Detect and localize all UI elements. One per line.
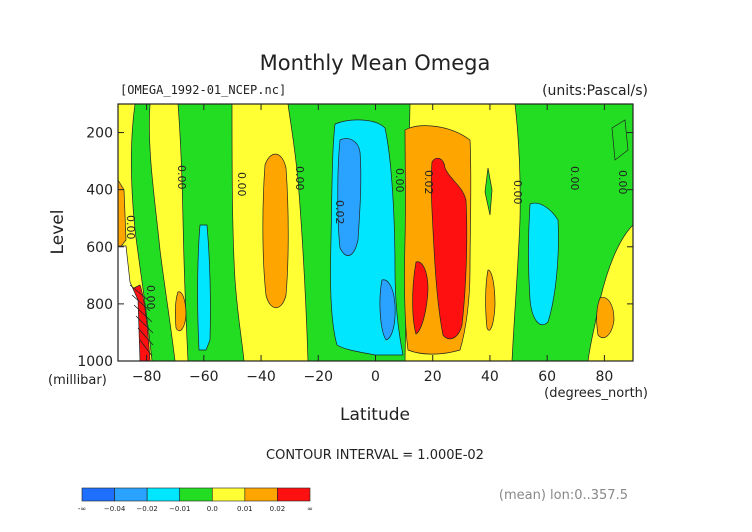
colorbar-swatch (146, 487, 181, 502)
region-red-a (430, 157, 468, 340)
units-label: (units:Pascal/s) (542, 83, 648, 99)
region-orange-e (596, 297, 615, 339)
mean-note: (mean) lon:0..357.5 (499, 488, 628, 503)
x-tick-label: 60 (538, 369, 556, 385)
region-green-spot-b (611, 119, 629, 161)
contour-label: 0.00 (235, 172, 248, 197)
colorbar-label: ∞ (307, 505, 313, 513)
x-tick-label: 0 (371, 369, 380, 385)
x-tick-label: −40 (246, 369, 276, 385)
region-red-b (412, 261, 429, 335)
contour-label: 0.00 (175, 165, 188, 190)
region-green-spot-a (484, 167, 493, 216)
x-tick-label: 20 (424, 369, 442, 385)
colorbar: -∞ −0.04 −0.02 −0.01 0.0 0.01 0.02 ∞ (78, 487, 313, 513)
x-unit-label: (degrees_north) (544, 386, 648, 401)
x-tick-label: 40 (481, 369, 499, 385)
contour-label: 0.00 (293, 166, 306, 191)
x-tick-label: −60 (189, 369, 219, 385)
contour-label: 0.02 (333, 200, 346, 225)
contour-interval-label: CONTOUR INTERVAL = 1.000E-02 (266, 448, 484, 463)
x-tick-label: −80 (132, 369, 162, 385)
y-tick-label: 800 (86, 297, 113, 313)
colorbar-swatch (81, 487, 115, 502)
contour-label: 0.00 (568, 166, 581, 191)
contour-label: 0.00 (124, 215, 137, 240)
contour-label: 0.00 (144, 285, 157, 310)
contour-labels: 0.00 0.00 0.00 0.00 0.00 0.00 0.00 0.00 … (124, 165, 629, 310)
region-orange-c (175, 291, 187, 332)
x-tick-label: −20 (304, 369, 334, 385)
region-cyan-a (197, 224, 211, 351)
colorbar-label: -∞ (78, 505, 86, 513)
colorbar-label: 0.01 (237, 505, 253, 513)
colorbar-swatch (114, 487, 148, 502)
y-tick-label: 400 (86, 183, 113, 199)
y-tick-label: 600 (86, 240, 113, 256)
contour-label: 0.00 (393, 168, 406, 193)
y-axis-label: Level (48, 210, 68, 255)
hatching (129, 284, 154, 357)
contour-label: 0.00 (511, 180, 524, 205)
file-label: [OMEGA_1992-01_NCEP.nc] (120, 83, 286, 97)
colorbar-swatch (211, 487, 246, 502)
colorbar-label: −0.04 (104, 505, 126, 513)
region-orange-d (485, 269, 496, 331)
contour-label: 0.00 (616, 170, 629, 195)
y-tick-label: 200 (86, 126, 113, 142)
chart-title: Monthly Mean Omega (260, 51, 491, 75)
region-blue-b (379, 279, 396, 341)
colorbar-swatch (277, 487, 311, 502)
y-tick-label: 1000 (77, 354, 113, 370)
colorbar-label: −0.01 (169, 505, 190, 513)
y-axis: 200 400 600 800 1000 (77, 126, 633, 370)
colorbar-swatch (244, 487, 278, 502)
y-unit-label: (millibar) (48, 373, 107, 388)
region-blue-a (337, 138, 362, 256)
x-axis: −80 −60 −40 −20 0 20 40 60 80 (132, 104, 613, 385)
colorbar-swatch (179, 487, 213, 502)
colorbar-label: −0.02 (136, 505, 157, 513)
colorbar-label: 0.02 (270, 505, 286, 513)
x-tick-label: 80 (595, 369, 613, 385)
region-cyan-c (528, 202, 559, 326)
plot-area: 0.00 0.00 0.00 0.00 0.00 0.00 0.00 0.00 … (117, 103, 634, 362)
contour-label: 0.02 (422, 170, 435, 195)
region-orange-a (262, 153, 289, 309)
x-axis-label: Latitude (340, 405, 410, 425)
colorbar-label: 0.0 (207, 505, 218, 513)
